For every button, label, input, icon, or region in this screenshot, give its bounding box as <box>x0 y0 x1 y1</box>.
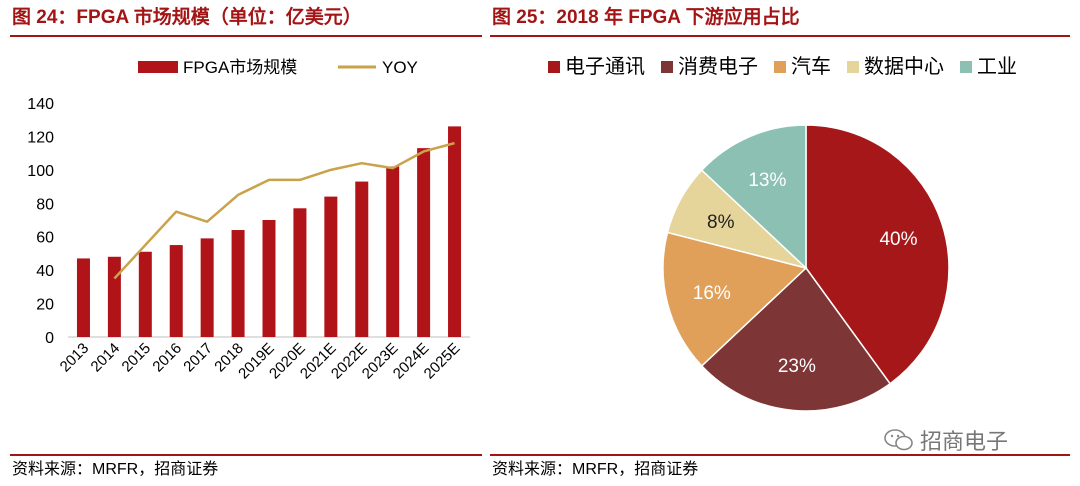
bar <box>262 220 276 337</box>
wechat-icon <box>884 429 913 451</box>
bar <box>231 230 245 337</box>
pie-value-label: 23% <box>778 356 816 377</box>
y-tick-label: 0 <box>45 330 54 347</box>
x-tick-label: 2014 <box>88 340 124 376</box>
y-tick-label: 60 <box>36 230 54 247</box>
legend-swatch <box>548 61 560 73</box>
yoy-line-series <box>113 141 455 280</box>
pie-value-labels: 40% 23% 16% 8% 13% <box>693 170 918 377</box>
pie-chart: 电子通讯 消费电子 汽车 数据中心 工业 40% 23% 16% 8% 13% <box>548 55 1017 412</box>
legend-swatch <box>774 61 786 73</box>
watermark-text: 招商电子 <box>920 429 1009 454</box>
pie-value-label: 40% <box>879 229 917 250</box>
left-source-divider <box>10 454 482 456</box>
legend-label: 消费电子 <box>678 55 758 78</box>
x-tick-label: 2015 <box>119 340 155 376</box>
x-tick-label: 2017 <box>180 340 216 376</box>
bar <box>138 251 152 337</box>
legend-label: 汽车 <box>791 55 831 78</box>
left-chart-title: 图 24：FPGA 市场规模（单位：亿美元） <box>12 7 362 28</box>
bar <box>169 245 183 337</box>
yoy-line <box>113 141 455 280</box>
x-tick-label: 2016 <box>149 340 185 376</box>
bar <box>355 181 369 337</box>
bar <box>107 256 121 337</box>
pie-value-label: 8% <box>707 212 735 233</box>
y-tick-label: 140 <box>27 96 54 113</box>
pie-value-label: 16% <box>693 283 731 304</box>
right-source-divider <box>490 454 1070 456</box>
pie-slices <box>662 124 950 412</box>
y-tick-label: 80 <box>36 196 54 213</box>
legend-swatch <box>661 61 673 73</box>
x-tick-label: 2013 <box>57 340 93 376</box>
right-source-note: 资料来源：MRFR，招商证券 <box>492 461 699 478</box>
bar-series <box>76 126 462 338</box>
left-source-note: 资料来源：MRFR，招商证券 <box>12 461 219 478</box>
y-tick-label: 120 <box>27 129 54 146</box>
legend-label: 工业 <box>977 55 1017 78</box>
x-tick-label: 2025E <box>421 340 464 383</box>
bar-chart-legend: FPGA市场规模 YOY <box>138 58 418 77</box>
pie-slice <box>805 124 950 385</box>
left-title-divider <box>10 35 482 37</box>
pie-slice <box>662 231 808 367</box>
bar <box>324 196 338 337</box>
right-chart-title: 图 25：2018 年 FPGA 下游应用占比 <box>492 7 800 28</box>
bar <box>293 208 307 337</box>
legend-label: 数据中心 <box>864 55 944 78</box>
bar <box>200 238 214 337</box>
legend-label: 电子通讯 <box>565 55 645 78</box>
bar <box>417 148 431 337</box>
y-tick-label: 20 <box>36 297 54 314</box>
bar-line-chart: FPGA市场规模 YOY 201320142015201620172018201… <box>27 58 470 383</box>
y-tick-label: 100 <box>27 163 54 180</box>
pie-chart-legend: 电子通讯 消费电子 汽车 数据中心 工业 <box>548 55 1017 78</box>
watermark: 招商电子 <box>884 424 1008 456</box>
right-title-divider <box>490 35 1070 37</box>
legend-bar-swatch <box>138 61 178 73</box>
pie-value-label: 13% <box>748 170 786 191</box>
bar <box>76 258 90 337</box>
y-tick-labels: 0 20 40 60 80 100 120 140 <box>27 96 54 347</box>
y-tick-label: 40 <box>36 263 54 280</box>
legend-swatch <box>960 61 972 73</box>
bar <box>448 126 462 338</box>
legend-swatch <box>847 61 859 73</box>
pie-slice <box>700 124 807 270</box>
pie-slice <box>700 266 892 412</box>
bar <box>386 166 400 337</box>
legend-line-label: YOY <box>382 58 418 77</box>
x-tick-labels: 2013201420152016201720182019E2020E2021E2… <box>57 340 464 383</box>
legend-bar-label: FPGA市场规模 <box>183 58 297 77</box>
